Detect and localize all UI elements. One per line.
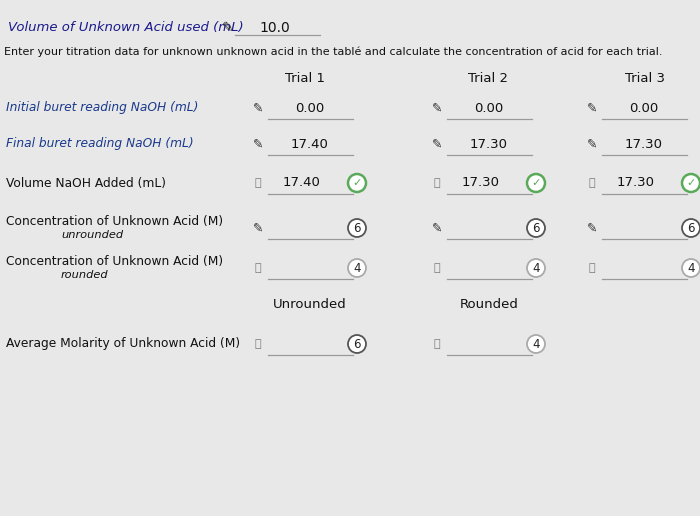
Circle shape (348, 174, 366, 192)
Circle shape (682, 174, 700, 192)
Text: ✓: ✓ (686, 178, 696, 188)
Text: Volume of Unknown Acid used (mL): Volume of Unknown Acid used (mL) (8, 22, 244, 35)
Text: Trial 1: Trial 1 (285, 72, 325, 85)
Text: 4: 4 (354, 262, 360, 275)
Text: 6: 6 (354, 221, 360, 234)
Text: Enter your titration data for unknown unknown acid in the tablé and calculate th: Enter your titration data for unknown un… (4, 47, 662, 57)
Text: rounded: rounded (61, 270, 108, 280)
Text: ✎: ✎ (587, 137, 597, 151)
Text: ⚿: ⚿ (434, 263, 440, 273)
Text: ⚿: ⚿ (589, 178, 595, 188)
Text: 17.40: 17.40 (291, 137, 329, 151)
Text: 0.00: 0.00 (295, 102, 325, 115)
Text: ✎: ✎ (222, 21, 234, 35)
Text: unrounded: unrounded (61, 230, 123, 240)
Text: ✎: ✎ (587, 221, 597, 234)
Text: 4: 4 (532, 262, 540, 275)
Text: 0.00: 0.00 (475, 102, 503, 115)
Text: ⚿: ⚿ (255, 263, 261, 273)
Text: Average Molarity of Unknown Acid (M): Average Molarity of Unknown Acid (M) (6, 337, 240, 350)
Text: 17.30: 17.30 (470, 137, 508, 151)
Text: Unrounded: Unrounded (273, 298, 347, 311)
Circle shape (682, 259, 700, 277)
Text: 10.0: 10.0 (260, 21, 290, 35)
Circle shape (348, 219, 366, 237)
Text: 17.40: 17.40 (283, 176, 321, 189)
Text: 17.30: 17.30 (625, 137, 663, 151)
Text: ✎: ✎ (587, 102, 597, 115)
Text: 4: 4 (532, 337, 540, 350)
Text: ⚿: ⚿ (589, 263, 595, 273)
Text: 17.30: 17.30 (462, 176, 500, 189)
Text: ✎: ✎ (253, 221, 263, 234)
Text: 6: 6 (532, 221, 540, 234)
Text: ✎: ✎ (253, 137, 263, 151)
Text: Trial 3: Trial 3 (625, 72, 665, 85)
Circle shape (348, 259, 366, 277)
Text: 6: 6 (354, 337, 360, 350)
Text: Final buret reading NaOH (mL): Final buret reading NaOH (mL) (6, 137, 194, 151)
Text: Concentration of Unknown Acid (M): Concentration of Unknown Acid (M) (6, 254, 223, 267)
Text: ✎: ✎ (432, 137, 442, 151)
Text: Volume NaOH Added (mL): Volume NaOH Added (mL) (6, 176, 166, 189)
Text: ✎: ✎ (432, 221, 442, 234)
Text: ⚿: ⚿ (255, 339, 261, 349)
Text: ✓: ✓ (352, 178, 362, 188)
Text: ✓: ✓ (531, 178, 540, 188)
Circle shape (527, 219, 545, 237)
Text: 6: 6 (687, 221, 694, 234)
Text: Trial 2: Trial 2 (468, 72, 508, 85)
Text: Rounded: Rounded (460, 298, 519, 311)
Text: 0.00: 0.00 (629, 102, 659, 115)
Text: 4: 4 (687, 262, 694, 275)
Text: 17.30: 17.30 (617, 176, 655, 189)
Circle shape (527, 335, 545, 353)
Text: Concentration of Unknown Acid (M): Concentration of Unknown Acid (M) (6, 215, 223, 228)
Text: Initial buret reading NaOH (mL): Initial buret reading NaOH (mL) (6, 102, 198, 115)
Text: ✎: ✎ (253, 102, 263, 115)
Circle shape (527, 174, 545, 192)
Text: ⚿: ⚿ (434, 178, 440, 188)
Circle shape (348, 335, 366, 353)
Text: ⚿: ⚿ (255, 178, 261, 188)
Circle shape (527, 259, 545, 277)
Circle shape (682, 219, 700, 237)
Text: ✎: ✎ (432, 102, 442, 115)
Text: ⚿: ⚿ (434, 339, 440, 349)
